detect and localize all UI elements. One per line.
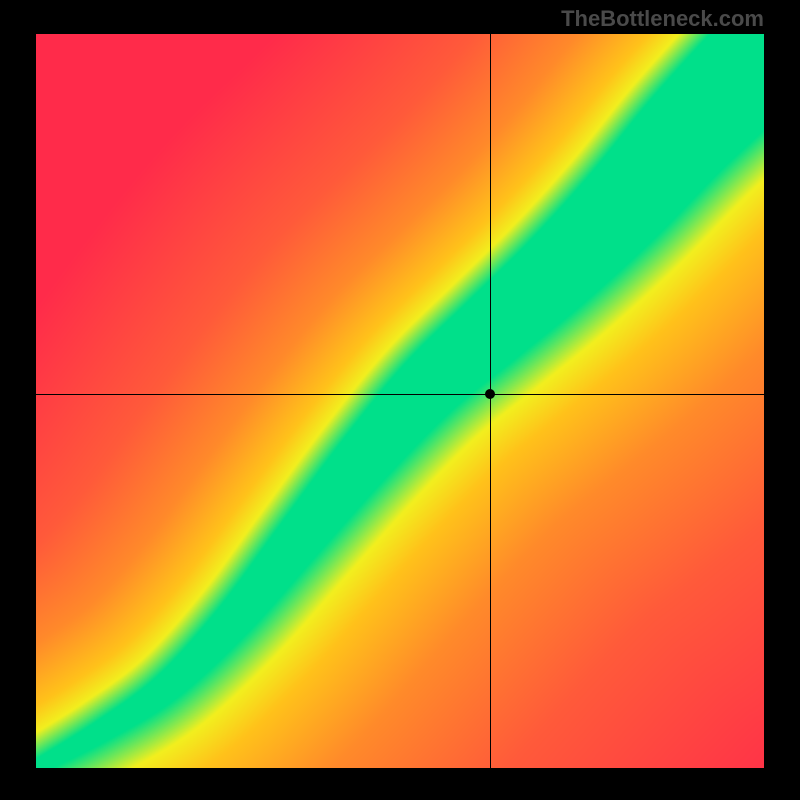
crosshair-vertical [490,34,491,768]
heatmap-canvas [36,34,764,768]
marker-dot [485,389,495,399]
heatmap-plot [36,34,764,768]
watermark-text: TheBottleneck.com [561,6,764,32]
crosshair-horizontal [36,394,764,395]
